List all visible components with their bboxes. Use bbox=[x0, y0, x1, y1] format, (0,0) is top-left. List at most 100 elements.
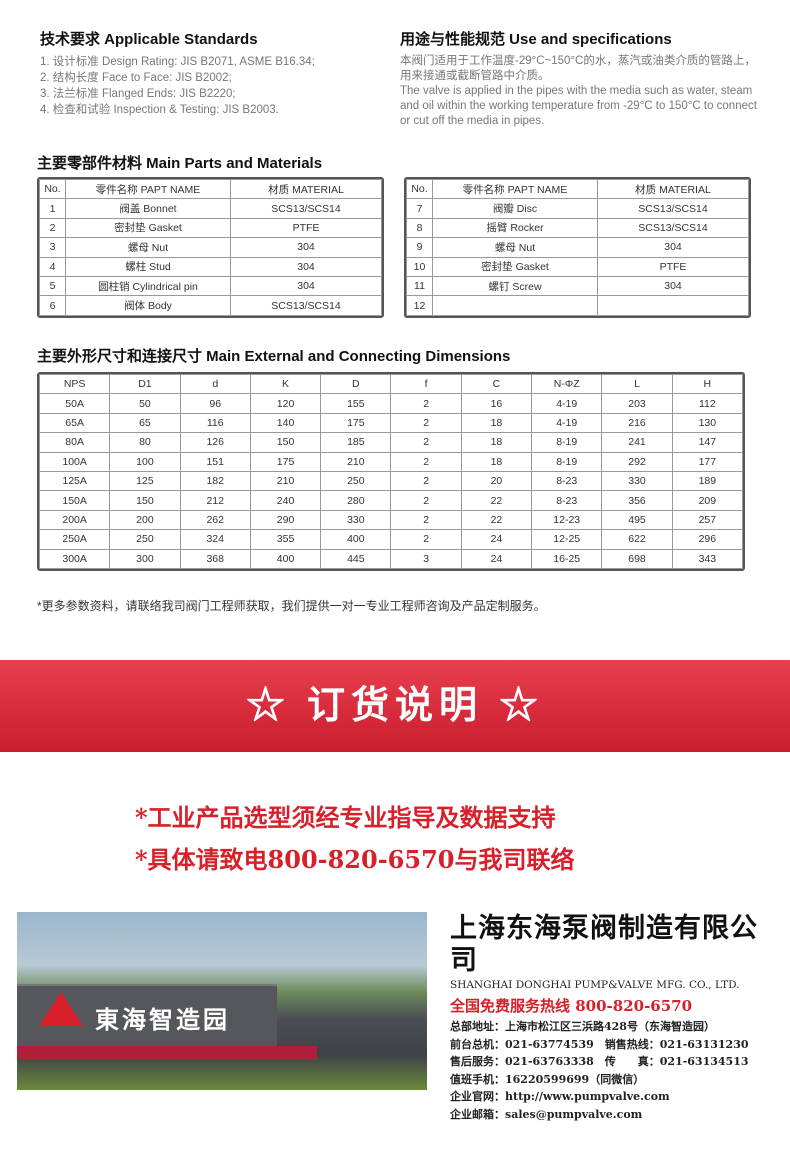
table-cell: 2 bbox=[390, 509, 462, 531]
table-cell: 212 bbox=[179, 490, 251, 511]
standard-item: 4. 检查和试验 Inspection & Testing: JIS B2003… bbox=[40, 104, 279, 116]
table-cell: 241 bbox=[601, 432, 673, 453]
table-cell: 280 bbox=[320, 490, 392, 511]
table-cell: 240 bbox=[249, 490, 322, 511]
table-cell: 80A bbox=[39, 432, 111, 453]
table-cell: 150 bbox=[109, 490, 181, 511]
table-cell: 100A bbox=[39, 451, 111, 472]
table-cell: 200A bbox=[39, 509, 111, 531]
table-row: 50A 50 96 120 155 2 16 4-19 203 112 bbox=[39, 393, 743, 414]
table-cell: 20 bbox=[460, 470, 533, 492]
table-cell: 150A bbox=[39, 490, 111, 511]
table-cell: 5 bbox=[39, 275, 66, 297]
table-cell: 203 bbox=[601, 393, 673, 414]
column-header: No. bbox=[39, 178, 66, 200]
table-cell: 24 bbox=[460, 529, 533, 550]
table-cell: 175 bbox=[249, 451, 322, 472]
table-cell: 螺母 Nut bbox=[432, 237, 598, 258]
table-row: 200A 200 262 290 330 2 22 12-23 495 257 bbox=[39, 509, 743, 531]
table-row: 9 螺母 Nut 304 bbox=[406, 237, 749, 258]
table-cell: 330 bbox=[601, 470, 673, 492]
table-cell: 262 bbox=[179, 509, 251, 531]
table-cell: 12-23 bbox=[531, 509, 603, 531]
contact-line: 前台总机：021-63774539 销售热线：021-63131230 bbox=[450, 1037, 749, 1051]
dims-title: 主要外形尺寸和连接尺寸 Main External and Connecting… bbox=[37, 348, 511, 365]
table-row: 2 密封垫 Gasket PTFE bbox=[39, 217, 382, 239]
email-link[interactable]: 企业邮箱：sales@pumpvalve.com bbox=[450, 1107, 643, 1121]
table-row: 250A 250 324 355 400 2 24 12-25 622 296 bbox=[39, 529, 743, 550]
table-cell: 8-23 bbox=[531, 470, 603, 492]
table-row: 150A 150 212 240 280 2 22 8-23 356 209 bbox=[39, 490, 743, 511]
table-cell: 300 bbox=[109, 548, 181, 569]
table-cell: 216 bbox=[601, 412, 673, 434]
table-cell: 140 bbox=[249, 412, 322, 434]
table-row: 6 阀体 Body SCS13/SCS14 bbox=[39, 295, 382, 316]
order-line: *具体请致电800-820-6570与我司联络 bbox=[135, 845, 575, 874]
table-cell: 304 bbox=[597, 237, 749, 258]
table-cell: 96 bbox=[179, 393, 251, 414]
company-name-cn: 上海东海泵阀制造有限公司 bbox=[450, 913, 758, 975]
column-header: D1 bbox=[109, 373, 181, 395]
table-cell: 257 bbox=[671, 509, 743, 531]
use-cn: 本阀门适用于工作温度-29°C~150°C的水，蒸汽或油类介质的管路上，用来接通… bbox=[400, 55, 756, 82]
table-cell: 356 bbox=[601, 490, 673, 511]
table-cell: 摇臂 Rocker bbox=[432, 217, 598, 239]
parts-title: 主要零部件材料 Main Parts and Materials bbox=[37, 155, 323, 172]
table-row: 125A 125 182 210 250 2 20 8-23 330 189 bbox=[39, 470, 743, 492]
table-cell: 125A bbox=[39, 470, 111, 492]
column-header: K bbox=[249, 373, 322, 395]
company-info: 上海东海泵阀制造有限公司 SHANGHAI DONGHAI PUMP&VALVE… bbox=[450, 912, 770, 1123]
table-cell: 130 bbox=[671, 412, 743, 434]
order-line: *工业产品选型须经专业指导及数据支持 bbox=[135, 803, 556, 832]
table-row: 12 bbox=[406, 295, 749, 316]
table-row: 3 螺母 Nut 304 bbox=[39, 237, 382, 258]
table-cell: 400 bbox=[320, 529, 392, 550]
website-link[interactable]: 企业官网：http://www.pumpvalve.com bbox=[450, 1090, 670, 1103]
table-cell: 2 bbox=[390, 529, 462, 550]
table-cell: 210 bbox=[320, 451, 392, 472]
table-cell: SCS13/SCS14 bbox=[230, 295, 382, 316]
table-cell: 290 bbox=[249, 509, 322, 531]
parts-table-left: No. 零件名称 PAPT NAME 材质 MATERIAL 1 阀盖 Bonnet SC… bbox=[37, 177, 384, 318]
table-cell: 3 bbox=[39, 237, 66, 258]
table-row: 65A 65 116 140 175 2 18 4-19 216 130 bbox=[39, 412, 743, 434]
table-cell: 355 bbox=[249, 529, 322, 550]
column-header: 零件名称 PAPT NAME bbox=[432, 178, 598, 200]
use-en: The valve is applied in the pipes with t… bbox=[400, 85, 757, 127]
table-row: 80A 80 126 150 185 2 18 8-19 241 147 bbox=[39, 432, 743, 453]
table-cell: 155 bbox=[320, 393, 392, 414]
table-cell: 8-19 bbox=[531, 432, 603, 453]
table-header-row: No. 零件名称 PAPT NAME 材质 MATERIAL bbox=[39, 178, 382, 200]
table-cell: 1 bbox=[39, 198, 66, 219]
table-cell: 292 bbox=[601, 451, 673, 472]
standard-item: 1. 设计标准 Design Rating: JIS B2071, ASME B… bbox=[40, 56, 315, 68]
standards-title: 技术要求 Applicable Standards bbox=[40, 31, 258, 48]
table-cell: 12 bbox=[406, 295, 433, 316]
column-header: No. bbox=[406, 178, 433, 200]
table-cell: 12-25 bbox=[531, 529, 603, 550]
campus-sign: 東海智造园 bbox=[95, 1007, 230, 1034]
table-cell: 阀盖 Bonnet bbox=[65, 198, 231, 219]
table-cell: 密封垫 Gasket bbox=[432, 256, 598, 277]
note: *更多参数资料，请联络我司阀门工程师获取，我们提供一对一专业工程师咨询及产品定制… bbox=[37, 599, 546, 613]
column-header: f bbox=[390, 373, 462, 395]
table-cell: 151 bbox=[179, 451, 251, 472]
table-cell: 50A bbox=[39, 393, 111, 414]
table-cell: 100 bbox=[109, 451, 181, 472]
table-cell: 2 bbox=[39, 217, 66, 239]
table-cell: 4-19 bbox=[531, 412, 603, 434]
column-header: 材质 MATERIAL bbox=[597, 178, 749, 200]
column-header: L bbox=[601, 373, 673, 395]
table-cell: 22 bbox=[460, 490, 533, 511]
table-cell: 8-19 bbox=[531, 451, 603, 472]
table-cell: 209 bbox=[671, 490, 743, 511]
table-cell: 210 bbox=[249, 470, 322, 492]
table-cell: 126 bbox=[179, 432, 251, 453]
table-cell: 250A bbox=[39, 529, 111, 550]
parts-table-right: No. 零件名称 PAPT NAME 材质 MATERIAL 7 阀瓣 Disc SCS1… bbox=[404, 177, 751, 318]
table-cell: 8 bbox=[406, 217, 433, 239]
table-cell bbox=[432, 295, 598, 316]
table-cell: SCS13/SCS14 bbox=[230, 198, 382, 219]
table-cell: 10 bbox=[406, 256, 433, 277]
order-banner: ☆ 订货说明 ☆ bbox=[0, 660, 790, 752]
